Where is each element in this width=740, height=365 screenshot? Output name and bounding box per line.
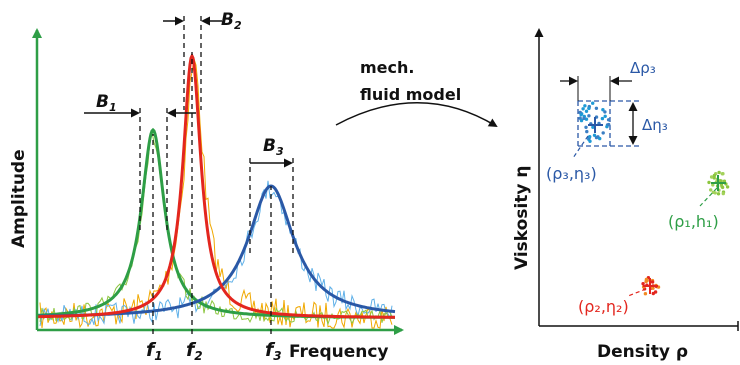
cluster-point (585, 129, 589, 134)
delta-rho-label: Δρ₃ (630, 59, 656, 77)
cluster-point (712, 173, 717, 178)
left-y-axis-label: Amplitude (9, 149, 29, 248)
cluster-point (591, 125, 595, 129)
cluster-point (725, 185, 730, 189)
blue-cluster-box (577, 100, 641, 147)
cluster-point (583, 104, 587, 108)
cluster-point (716, 192, 721, 196)
cluster-point (588, 135, 592, 139)
cluster-point (592, 133, 597, 137)
cluster-point (594, 135, 599, 140)
cluster-point (594, 106, 599, 111)
cluster-point (721, 191, 725, 196)
model-label-line1: mech. (360, 58, 414, 77)
resonance-curve-red (37, 52, 395, 319)
cluster-blue (578, 101, 611, 143)
cluster-point (653, 290, 658, 294)
cluster-point (650, 280, 655, 284)
right-plot: Δρ₃ Δη₃ (ρ₃,η₃) (ρ₁,h₁) (ρ₂,η₂) Density … (512, 28, 739, 362)
cluster-point (645, 278, 649, 283)
noise-trace-lightblue (39, 180, 393, 326)
left-x-axis-label: Frequency (289, 342, 389, 362)
f3-label: f3 (265, 339, 282, 363)
cluster-point (587, 106, 591, 111)
cluster-point (607, 122, 611, 127)
cluster-green-label: (ρ₁,h₁) (668, 212, 719, 231)
cluster-blue-label: (ρ₃,η₃) (546, 164, 597, 183)
cluster-point (579, 113, 583, 117)
centroid-red (643, 278, 658, 294)
cluster-point (581, 107, 585, 111)
cluster-point (587, 114, 591, 118)
delta-arrows (560, 76, 638, 145)
left-plot: B1 B2 B3 f1 f2 f3 Frequency Amplitude (9, 10, 404, 363)
cluster-point (709, 188, 713, 192)
cluster-green (707, 170, 730, 196)
cluster-point (711, 183, 715, 187)
f2-label: f2 (186, 339, 203, 363)
cluster-point (720, 172, 724, 176)
cluster-point (591, 101, 595, 105)
model-label-line2: fluid model (360, 85, 461, 104)
f1-label: f1 (146, 339, 163, 363)
cluster-point (603, 114, 607, 119)
cluster-point (643, 292, 648, 296)
centroid-green (711, 175, 726, 191)
cluster-point (709, 175, 714, 179)
dashed-guides (139, 16, 294, 334)
b1-label: B1 (96, 92, 117, 114)
cluster-point (717, 170, 721, 175)
cluster-point (579, 118, 584, 123)
cluster-point (584, 109, 589, 114)
centroid-blue (588, 117, 603, 133)
cluster-red-label: (ρ₂,η₂) (578, 297, 629, 316)
cluster-point (641, 282, 645, 286)
cluster-point (584, 117, 589, 121)
cluster-point (606, 118, 611, 122)
right-y-axis-label: Viskosity η (512, 165, 532, 270)
bandwidth-arrows (84, 16, 293, 168)
cluster-point (598, 136, 602, 141)
cluster-point (720, 185, 725, 190)
delta-eta-label: Δη₃ (642, 116, 668, 134)
cluster-point (719, 179, 723, 183)
b3-label: B3 (263, 136, 284, 158)
b2-label: B2 (221, 10, 242, 32)
cluster-point (584, 125, 588, 129)
model-curved-arrow (335, 102, 498, 128)
cluster-point (601, 108, 605, 112)
noise-trace-lightgreen (39, 131, 393, 326)
cluster-point (582, 116, 586, 121)
centroid-markers (588, 117, 726, 294)
cluster-point (600, 116, 605, 121)
cluster-point (711, 190, 716, 194)
model-transition: mech. fluid model (335, 58, 498, 128)
cluster-point (707, 180, 711, 185)
leader-lines (572, 135, 718, 297)
cluster-point (601, 131, 605, 135)
cluster-point (603, 110, 607, 114)
right-x-axis-label: Density ρ (597, 342, 688, 362)
noise-trace-yellow (39, 58, 393, 329)
